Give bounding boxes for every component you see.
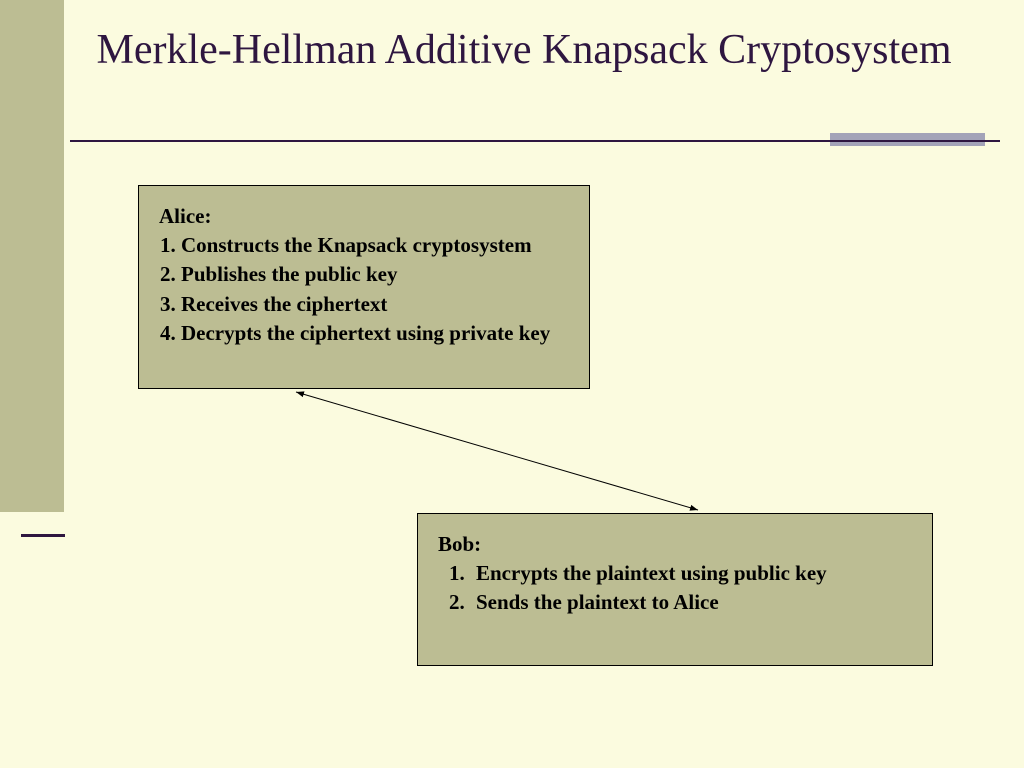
- slide-title: Merkle-Hellman Additive Knapsack Cryptos…: [74, 26, 974, 76]
- alice-box: Alice: Constructs the Knapsack cryptosys…: [138, 185, 590, 389]
- title-underline: [70, 140, 1000, 142]
- bob-step-1: Encrypts the plaintext using public key: [470, 559, 912, 588]
- alice-step-4: Decrypts the ciphertext using private ke…: [181, 319, 569, 348]
- alice-header: Alice:: [159, 204, 569, 229]
- bob-box: Bob: Encrypts the plaintext using public…: [417, 513, 933, 666]
- bob-steps: Encrypts the plaintext using public key …: [438, 559, 912, 618]
- alice-step-3: Receives the ciphertext: [181, 290, 569, 319]
- bob-header: Bob:: [438, 532, 912, 557]
- slide-left-bar: [0, 0, 64, 512]
- bob-step-2: Sends the plaintext to Alice: [470, 588, 912, 617]
- alice-step-2: Publishes the public key: [181, 260, 569, 289]
- alice-steps: Constructs the Knapsack cryptosystem Pub…: [159, 231, 569, 349]
- slide-tick-mark: [21, 534, 65, 537]
- alice-step-1: Constructs the Knapsack cryptosystem: [181, 231, 569, 260]
